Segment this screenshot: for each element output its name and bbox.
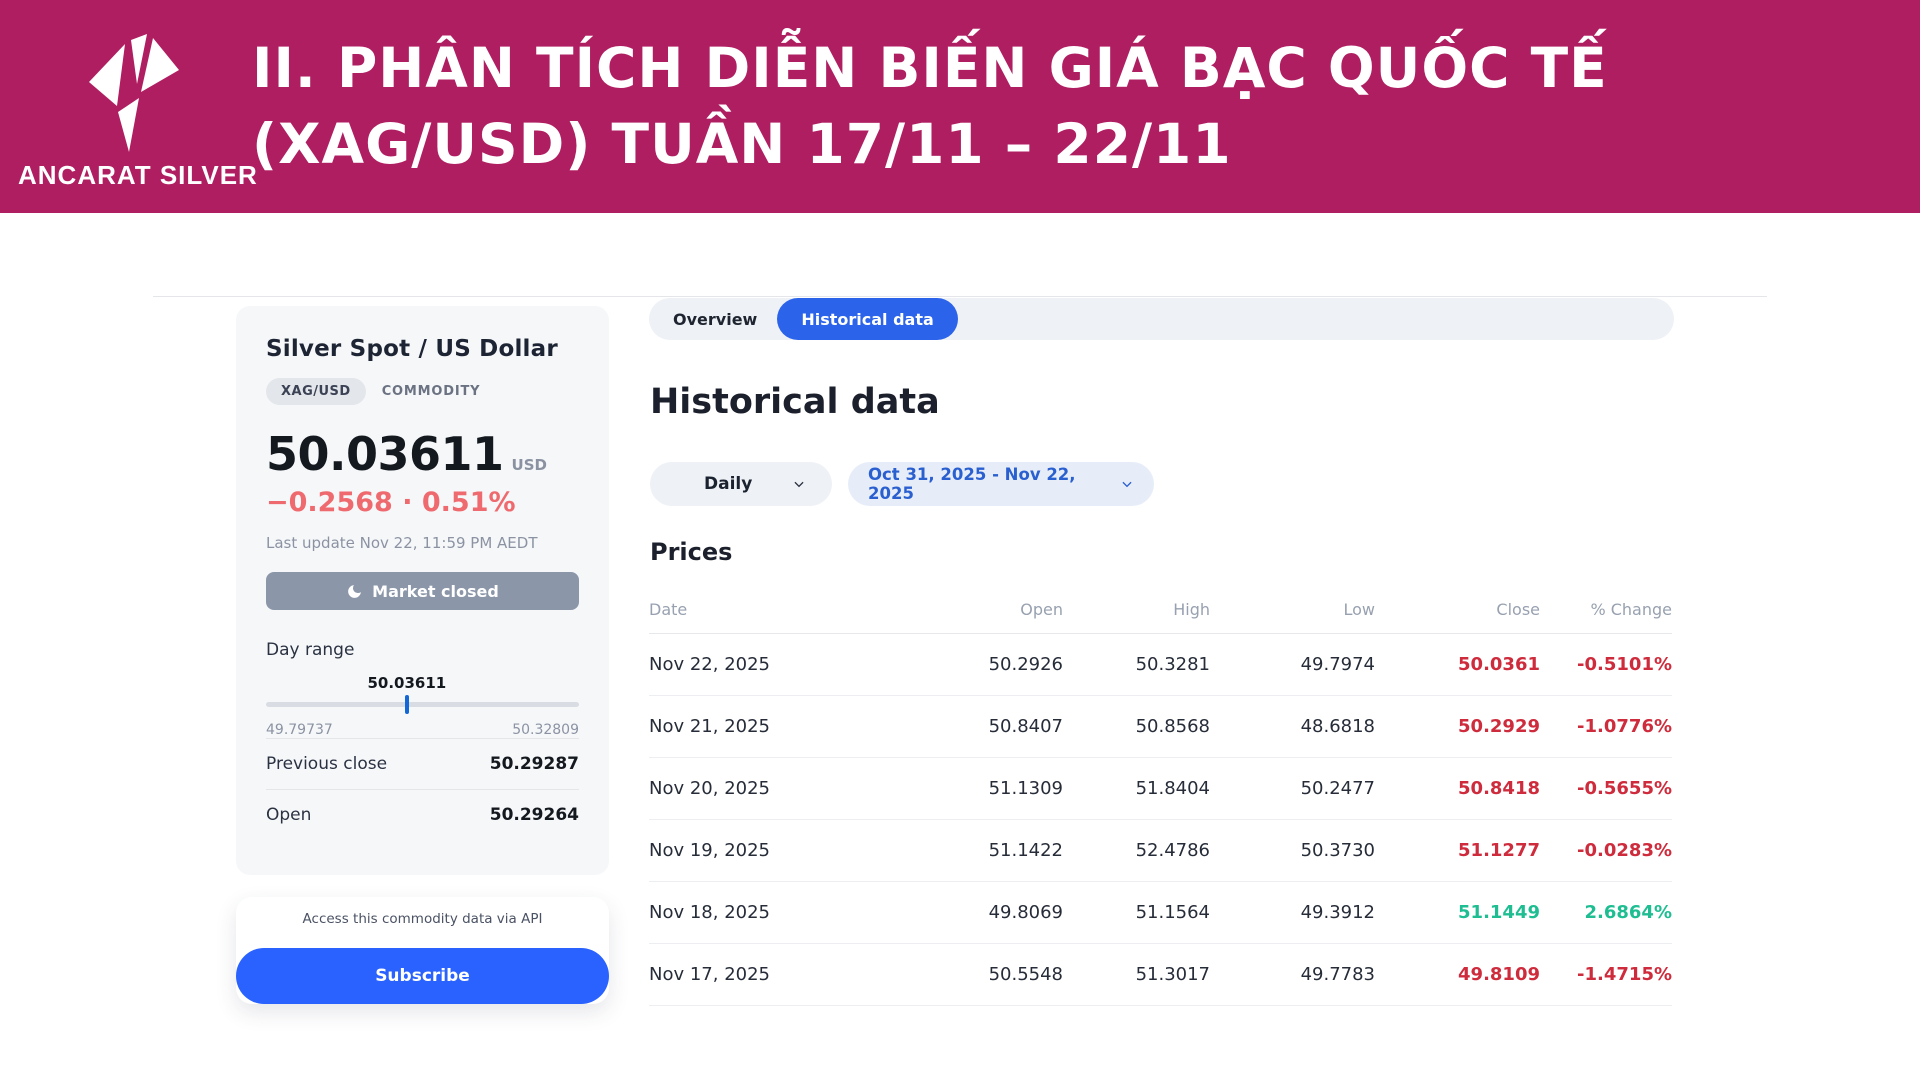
current-price: 50.03611 xyxy=(266,427,504,481)
open-cell: 51.1422 xyxy=(889,819,1063,882)
market-status-label: Market closed xyxy=(372,581,499,601)
open-cell: 49.8069 xyxy=(889,881,1063,944)
table-row: Nov 19, 2025 51.1422 52.4786 50.3730 51.1277… xyxy=(649,819,1672,882)
date-cell: Nov 19, 2025 xyxy=(649,819,889,882)
table-row: Nov 21, 2025 50.8407 50.8568 48.6818 50.2929… xyxy=(649,695,1672,758)
stat-row-previous-close: Previous close 50.29287 xyxy=(266,738,579,789)
high-cell: 50.8568 xyxy=(1063,695,1210,758)
brand-logo: ANCARAT SILVER xyxy=(18,30,258,191)
low-cell: 50.2477 xyxy=(1210,757,1375,820)
tab-overview[interactable]: Overview xyxy=(673,309,758,329)
high-cell: 50.3281 xyxy=(1063,633,1210,696)
high-cell: 52.4786 xyxy=(1063,819,1210,882)
change-cell: -1.4715% xyxy=(1540,943,1672,1006)
open-cell: 50.8407 xyxy=(889,695,1063,758)
high-cell: 51.8404 xyxy=(1063,757,1210,820)
date-cell: Nov 20, 2025 xyxy=(649,757,889,820)
date-range-picker[interactable]: Oct 31, 2025 - Nov 22, 2025 xyxy=(848,462,1154,506)
day-range-slider: 50.03611 xyxy=(266,674,579,720)
table-row: Nov 18, 2025 49.8069 51.1564 49.3912 51.1449… xyxy=(649,881,1672,944)
low-cell: 49.3912 xyxy=(1210,881,1375,944)
table-row: Nov 22, 2025 50.2926 50.3281 49.7974 50.0361… xyxy=(649,633,1672,696)
date-cell: Nov 22, 2025 xyxy=(649,633,889,696)
day-range-current-value: 50.03611 xyxy=(367,674,447,692)
low-cell: 49.7974 xyxy=(1210,633,1375,696)
page-title-line1: II. PHÂN TÍCH DIỄN BIẾN GIÁ BẠC QUỐC TẾ xyxy=(252,36,1608,100)
prices-table-head-row: Date Open High Low Close% Change xyxy=(649,590,1672,634)
header-banner: ANCARAT SILVER II. PHÂN TÍCH DIỄN BIẾN G… xyxy=(0,0,1920,213)
instrument-summary-card: Silver Spot / US Dollar XAG/USD COMMODIT… xyxy=(236,306,609,875)
column-header: % Change xyxy=(1540,590,1672,634)
instrument-type-label: COMMODITY xyxy=(381,384,481,399)
api-note-text: Access this commodity data via API xyxy=(302,911,543,927)
stat-label: Previous close xyxy=(266,754,388,774)
column-header: High xyxy=(1063,590,1210,634)
open-cell: 50.5548 xyxy=(889,943,1063,1006)
column-header: Open xyxy=(889,590,1063,634)
interval-dropdown[interactable]: Daily xyxy=(650,462,832,506)
subscribe-button[interactable]: Subscribe xyxy=(236,948,609,1004)
close-cell: 51.1449 xyxy=(1375,881,1540,944)
column-header: Low xyxy=(1210,590,1375,634)
chevron-down-icon xyxy=(794,481,804,488)
price-change: −0.2568 · 0.51% xyxy=(266,487,516,518)
close-cell: 50.2929 xyxy=(1375,695,1540,758)
date-cell: Nov 18, 2025 xyxy=(649,881,889,944)
stat-row-open: Open 50.29264 xyxy=(266,789,579,840)
moon-icon xyxy=(348,584,362,598)
change-cell: -1.0776% xyxy=(1540,695,1672,758)
chevron-down-icon xyxy=(1122,481,1132,488)
api-subscribe-card: Access this commodity data via API Subsc… xyxy=(236,897,609,1004)
page-title-line2: (XAG/USD) TUẦN 17/11 – 22/11 xyxy=(252,112,1232,176)
prices-table: Date Open High Low Close% Change Nov 22, 202… xyxy=(649,590,1672,1006)
stat-value: 50.29264 xyxy=(489,805,579,825)
instrument-title: Silver Spot / US Dollar xyxy=(266,336,558,362)
page-title: II. PHÂN TÍCH DIỄN BIẾN GIÁ BẠC QUỐC TẾ … xyxy=(252,30,1608,182)
day-range-marker xyxy=(404,695,409,714)
table-row: Nov 17, 2025 50.5548 51.3017 49.7783 49.8109… xyxy=(649,943,1672,1006)
close-cell: 50.0361 xyxy=(1375,633,1540,696)
stat-label: Open xyxy=(266,805,312,825)
high-cell: 51.3017 xyxy=(1063,943,1210,1006)
table-row: Nov 20, 2025 51.1309 51.8404 50.2477 50.8418… xyxy=(649,757,1672,820)
close-cell: 51.1277 xyxy=(1375,819,1540,882)
change-cell: 2.6864% xyxy=(1540,881,1672,944)
date-cell: Nov 17, 2025 xyxy=(649,943,889,1006)
symbol-badge: XAG/USD xyxy=(266,378,366,405)
prices-heading: Prices xyxy=(650,538,733,566)
change-cell: -0.0283% xyxy=(1540,819,1672,882)
tab-historical-data[interactable]: Historical data xyxy=(777,298,958,340)
interval-selected-value: Daily xyxy=(704,474,753,494)
open-cell: 50.2926 xyxy=(889,633,1063,696)
high-cell: 51.1564 xyxy=(1063,881,1210,944)
tab-bar: Overview Historical data xyxy=(649,298,1674,340)
day-range-high: 50.32809 xyxy=(512,722,579,738)
column-header: Close xyxy=(1375,590,1540,634)
low-cell: 49.7783 xyxy=(1210,943,1375,1006)
currency-label: USD xyxy=(511,456,547,474)
day-range-track xyxy=(266,702,579,707)
day-range-label: Day range xyxy=(266,640,355,660)
close-cell: 50.8418 xyxy=(1375,757,1540,820)
low-cell: 48.6818 xyxy=(1210,695,1375,758)
market-status-button[interactable]: Market closed xyxy=(266,572,579,610)
last-update-text: Last update Nov 22, 11:59 PM AEDT xyxy=(266,534,538,552)
date-cell: Nov 21, 2025 xyxy=(649,695,889,758)
section-heading: Historical data xyxy=(650,382,940,422)
day-range-low: 49.79737 xyxy=(266,722,333,738)
brand-name: ANCARAT SILVER xyxy=(18,160,258,190)
low-cell: 50.3730 xyxy=(1210,819,1375,882)
change-cell: -0.5655% xyxy=(1540,757,1672,820)
content-divider xyxy=(153,296,1767,297)
open-cell: 51.1309 xyxy=(889,757,1063,820)
close-cell: 49.8109 xyxy=(1375,943,1540,1006)
date-range-value: Oct 31, 2025 - Nov 22, 2025 xyxy=(868,465,1076,503)
stat-value: 50.29287 xyxy=(489,754,579,774)
change-cell: -0.5101% xyxy=(1540,633,1672,696)
diamond-logo-icon xyxy=(89,34,179,152)
prices-table-body: Nov 22, 2025 50.2926 50.3281 49.7974 50.0361… xyxy=(649,633,1672,1006)
column-header: Date xyxy=(649,590,889,634)
